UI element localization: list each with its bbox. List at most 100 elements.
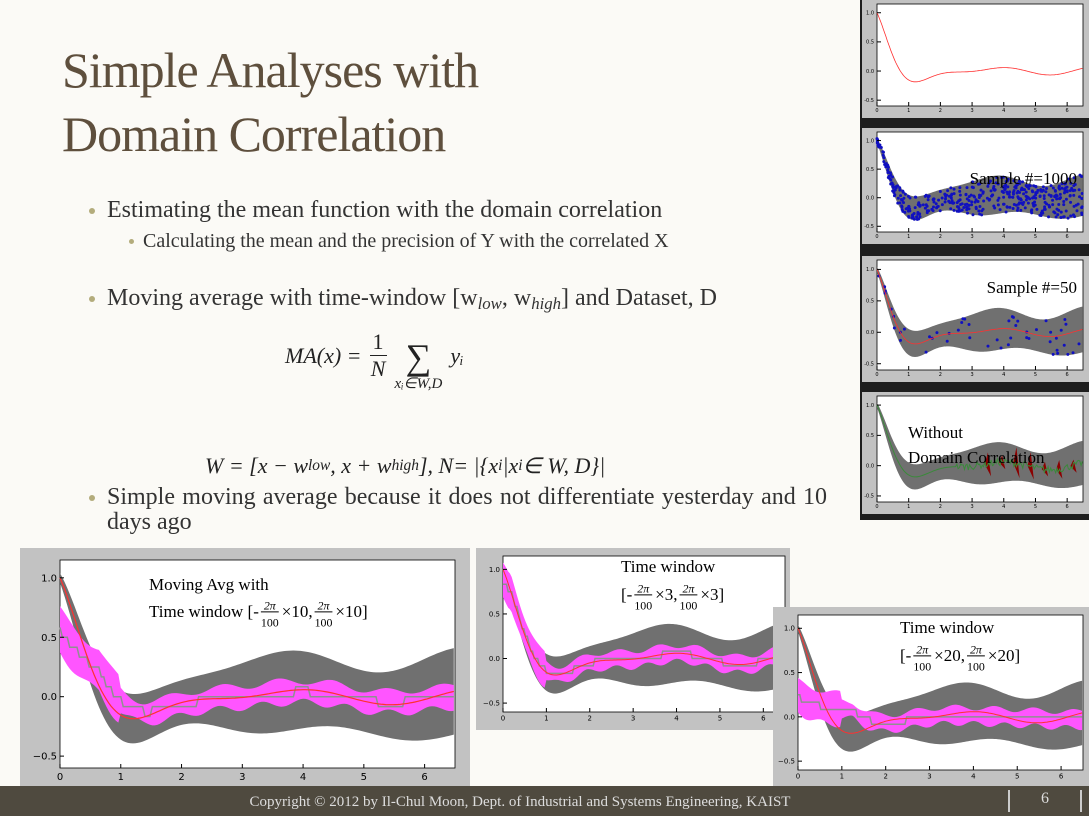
sample-dot (1055, 194, 1059, 198)
sample-dot (892, 190, 896, 194)
sample-dot (898, 188, 902, 192)
sample-dot (886, 165, 890, 169)
x-tick-label: 2 (939, 234, 942, 240)
sample-dot (1005, 190, 1009, 194)
y-tick-label: 0.0 (866, 69, 874, 75)
annotation: ×10, (282, 602, 313, 621)
sample-dot (1027, 184, 1031, 188)
sample-dot (1026, 196, 1030, 200)
sample-dot (1060, 186, 1064, 190)
sample-dot (992, 204, 996, 208)
sample-dot (958, 209, 962, 213)
sample-dot (980, 213, 984, 217)
sample-dot (1069, 214, 1073, 218)
sample-dot (997, 196, 1001, 200)
sample-dot (890, 181, 894, 185)
sample-dot (1080, 192, 1084, 196)
x-tick-label: 2 (883, 772, 887, 780)
x-tick-label: 0 (796, 772, 800, 780)
sample-dot (928, 335, 932, 339)
mean-line (502, 569, 785, 676)
sample-dot (1048, 340, 1052, 344)
copyright: Copyright © 2012 by Il-Chul Moon, Dept. … (249, 794, 791, 810)
y-tick-label: 0.5 (41, 633, 57, 644)
sample-dot (1072, 184, 1076, 188)
sample-dot (952, 187, 956, 191)
sample-dot (974, 205, 978, 209)
moving-average-line (798, 693, 1083, 725)
sample-dot (1080, 206, 1084, 210)
sample-dot (994, 181, 998, 185)
sample-dot (1012, 179, 1016, 183)
fraction-den: 100 (967, 659, 985, 673)
sample-dot (1042, 194, 1046, 198)
sample-dot (951, 201, 955, 205)
text-run: ∈ W, D}| (522, 453, 606, 478)
sample-dot (970, 200, 974, 204)
sample-dot (948, 201, 952, 205)
sample-dot (926, 198, 930, 202)
sample-dot (921, 203, 925, 207)
x-tick-label: 6 (1066, 372, 1069, 378)
sample-dot (1034, 328, 1038, 332)
y-tick-label: −0.5 (483, 700, 500, 708)
x-tick-label: 4 (1002, 234, 1005, 240)
sample-dot (998, 208, 1002, 212)
fraction-den: 100 (913, 659, 931, 673)
sample-dot (1029, 209, 1033, 213)
sample-dot (912, 212, 916, 216)
sample-dot (966, 211, 970, 215)
sample-dot (956, 328, 960, 332)
denominator: N (370, 356, 386, 381)
sample-dot (1078, 173, 1082, 177)
title-line: Domain Correlation (62, 106, 446, 162)
sample-dot (976, 182, 980, 186)
sample-dot (1073, 188, 1077, 192)
sample-dot (1012, 189, 1016, 193)
sample-dot (1071, 351, 1075, 355)
sample-dot (1020, 180, 1024, 184)
sample-dot (1062, 343, 1066, 347)
sample-dot (1001, 175, 1005, 179)
y-tick-label: 0.5 (866, 299, 874, 305)
x-tick-label: 0 (57, 772, 63, 783)
y-tick-label: -0.5 (864, 98, 874, 104)
sample-dot (917, 217, 921, 221)
sample-dot (1034, 191, 1038, 195)
sample-dot (907, 205, 911, 209)
sample-dot (913, 206, 917, 210)
sample-dot (898, 338, 902, 342)
uncertainty-band (877, 266, 1083, 357)
y-tick-label: 1.0 (866, 267, 874, 273)
sample-dot (955, 209, 959, 213)
sample-dot (944, 197, 948, 201)
sample-dot (1055, 348, 1059, 352)
sample-dot (882, 156, 886, 160)
sample-dot (881, 153, 885, 157)
x-tick-label: 2 (939, 504, 942, 510)
fraction-num: 2π (682, 581, 695, 595)
sample-dot (889, 178, 893, 182)
y-tick-label: 0.0 (489, 655, 500, 663)
sample-dot (1055, 197, 1059, 201)
sample-dot (1053, 189, 1057, 193)
x-tick-label: 6 (1059, 772, 1064, 780)
sample-dot (898, 201, 902, 205)
sample-dot (958, 193, 962, 197)
sample-dot (1059, 215, 1063, 219)
sample-dot (932, 200, 936, 204)
x-tick-label: 5 (1034, 504, 1037, 510)
sample-dot (1035, 207, 1039, 211)
sample-dot (1034, 193, 1038, 197)
sample-dot (1057, 197, 1061, 201)
x-tick-label: 1 (118, 772, 124, 783)
sample-dot (1025, 184, 1029, 188)
x-tick-label: 3 (970, 504, 973, 510)
sample-dot (981, 191, 985, 195)
sample-dot (927, 194, 931, 198)
sample-dot (932, 197, 936, 201)
sample-dot (944, 195, 948, 199)
y-tick-label: 0.0 (866, 195, 874, 201)
sample-dot (1057, 202, 1061, 206)
sample-dot (1026, 201, 1030, 205)
